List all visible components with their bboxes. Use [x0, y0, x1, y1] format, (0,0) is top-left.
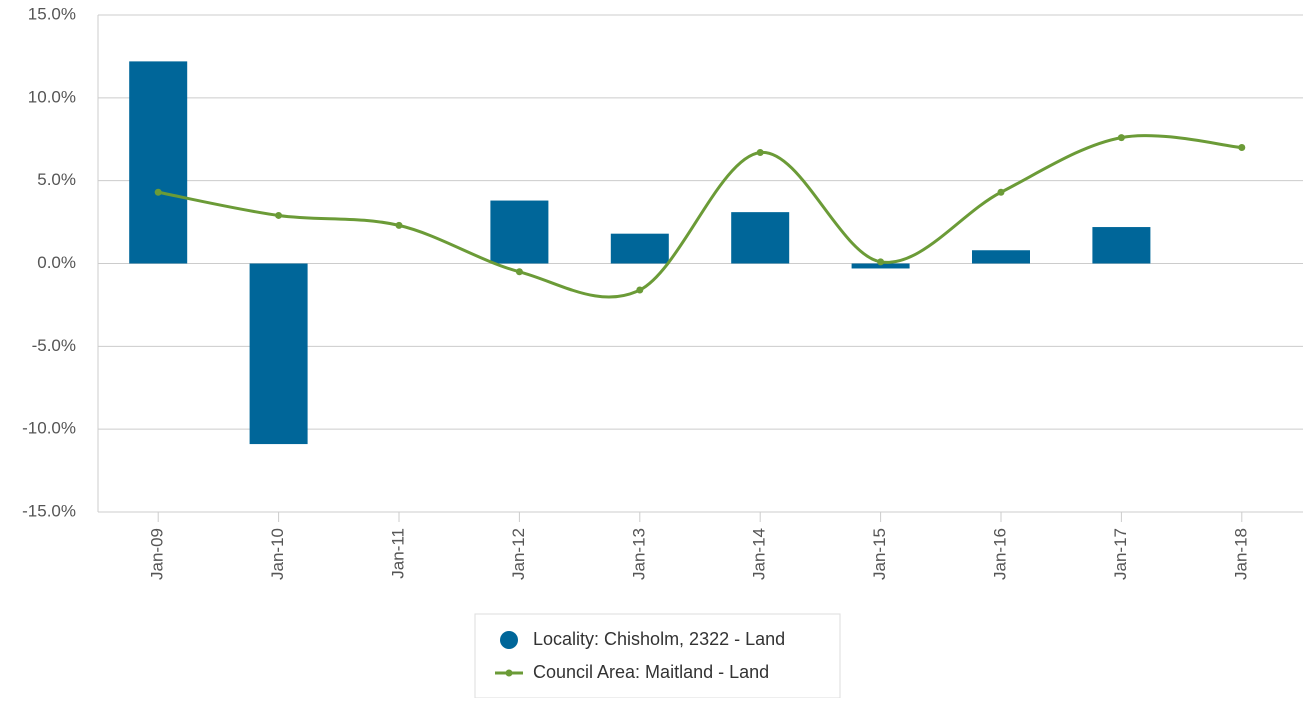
y-tick-label: 15.0%: [28, 4, 76, 23]
y-tick-label: -5.0%: [32, 336, 76, 355]
x-tick-label: Jan-13: [629, 528, 648, 580]
bar: [731, 212, 790, 264]
legend-symbol: [505, 669, 513, 677]
line-marker: [636, 286, 644, 294]
x-tick-label: Jan-11: [388, 528, 407, 579]
bar: [610, 233, 669, 264]
line-marker: [515, 268, 523, 276]
legend-symbol: [500, 631, 518, 649]
line-marker: [275, 211, 283, 219]
x-tick-label: Jan-14: [750, 528, 769, 580]
line-marker: [1117, 134, 1125, 142]
x-tick-label: Jan-10: [268, 528, 287, 580]
x-tick-label: Jan-15: [870, 528, 889, 580]
line-marker: [756, 149, 764, 157]
bar: [851, 263, 910, 269]
bar: [249, 263, 308, 445]
legend-label: Locality: Chisholm, 2322 - Land: [533, 629, 785, 649]
line-marker: [154, 188, 162, 196]
x-tick-label: Jan-12: [509, 528, 528, 580]
legend-label: Council Area: Maitland - Land: [533, 662, 769, 682]
y-tick-label: 5.0%: [37, 170, 76, 189]
y-tick-label: 0.0%: [37, 253, 76, 272]
bar: [1092, 227, 1151, 264]
line-marker: [395, 221, 403, 229]
y-tick-label: 10.0%: [28, 87, 76, 106]
line-marker: [997, 188, 1005, 196]
bar: [490, 200, 549, 264]
y-tick-label: -15.0%: [22, 501, 76, 520]
x-tick-label: Jan-16: [990, 528, 1009, 580]
bar: [129, 61, 188, 264]
bar: [972, 250, 1030, 264]
legend-box: [474, 613, 841, 699]
line: [157, 134, 1242, 299]
line-marker: [1238, 144, 1246, 152]
line-marker: [877, 258, 885, 266]
y-tick-label: -10.0%: [22, 419, 76, 438]
x-tick-label: Jan-09: [148, 528, 167, 580]
x-tick-label: Jan-18: [1231, 528, 1250, 580]
x-tick-label: Jan-17: [1111, 528, 1130, 580]
